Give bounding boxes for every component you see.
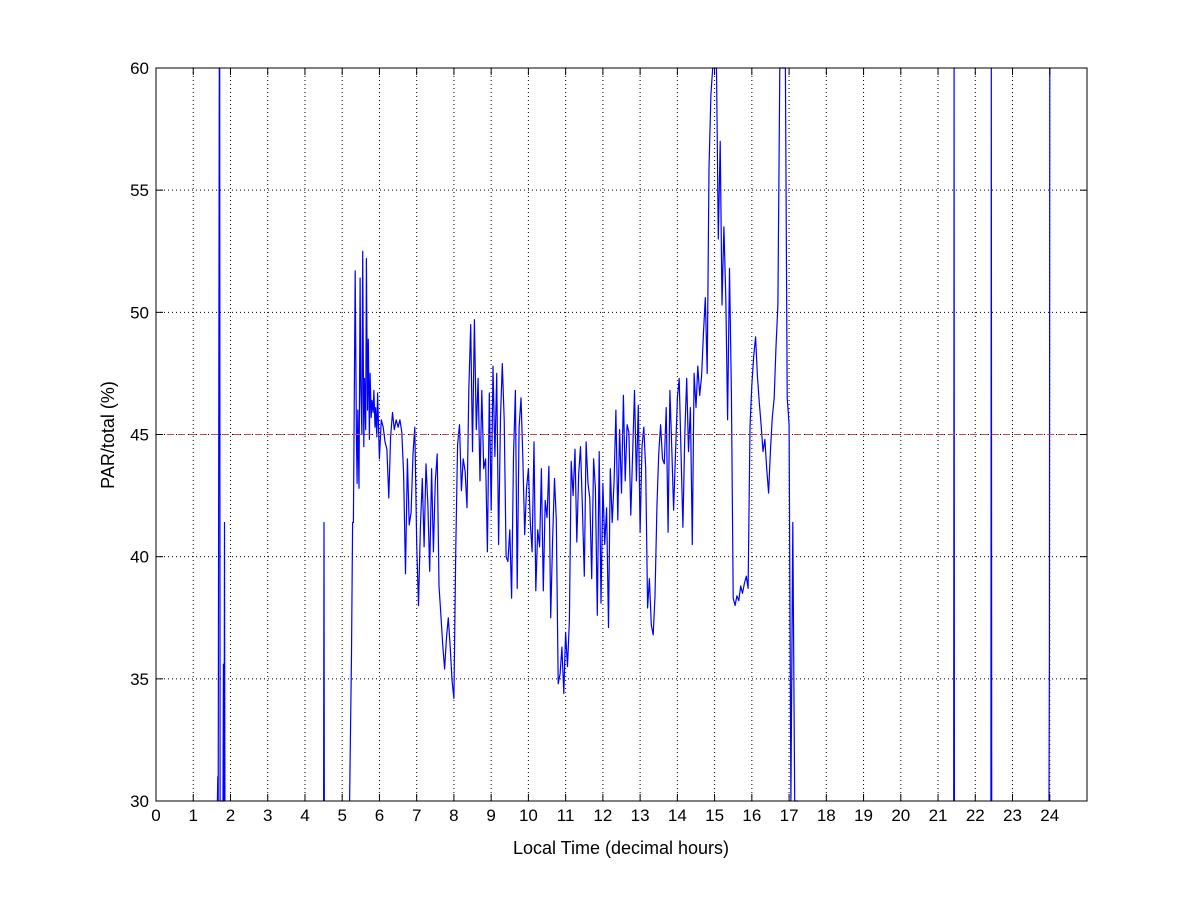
x-tick-label: 8: [449, 806, 458, 825]
x-axis-label: Local Time (decimal hours): [513, 838, 729, 858]
x-tick-label: 19: [854, 806, 873, 825]
y-tick-label: 35: [130, 670, 149, 689]
y-tick-label: 45: [130, 426, 149, 445]
data-series-line: [323, 521, 325, 802]
x-tick-label: 15: [705, 806, 724, 825]
y-tick-label: 30: [130, 792, 149, 811]
x-tick-label: 5: [337, 806, 346, 825]
y-tick-label: 55: [130, 181, 149, 200]
y-tick-label: 40: [130, 548, 149, 567]
x-tick-label: 6: [375, 806, 384, 825]
x-tick-label: 24: [1040, 806, 1059, 825]
x-tick-label: 10: [519, 806, 538, 825]
x-tick-label: 3: [263, 806, 272, 825]
x-tick-label: 16: [742, 806, 761, 825]
x-tick-label: 9: [486, 806, 495, 825]
x-tick-label: 11: [557, 806, 575, 825]
x-tick-label: 0: [151, 806, 160, 825]
x-tick-label: 17: [780, 806, 799, 825]
x-tick-label: 14: [668, 806, 687, 825]
x-tick-label: 2: [226, 806, 235, 825]
x-tick-label: 7: [412, 806, 421, 825]
x-axis-ticks: 0 1 2 3 4 5 6 7 8 9 10 11 12 13 14 15 16 17 18 19 20 21 22 23 24: [151, 68, 1059, 825]
x-tick-label: 18: [817, 806, 836, 825]
data-series-line: [990, 67, 993, 802]
y-axis-ticks: 30 35 40 45 50 55 60: [130, 59, 1087, 811]
y-tick-label: 60: [130, 59, 149, 78]
x-tick-label: 13: [631, 806, 650, 825]
x-tick-label: 1: [189, 806, 198, 825]
data-series-line: [349, 67, 799, 802]
y-tick-label: 50: [130, 303, 149, 322]
x-tick-label: 22: [966, 806, 985, 825]
y-axis-label: PAR/total (%): [98, 381, 118, 489]
x-tick-label: 12: [593, 806, 612, 825]
data-series-line: [1048, 67, 1051, 802]
x-tick-label: 20: [891, 806, 910, 825]
x-tick-label: 4: [300, 806, 309, 825]
x-tick-label: 23: [1003, 806, 1022, 825]
x-tick-label: 21: [929, 806, 948, 825]
